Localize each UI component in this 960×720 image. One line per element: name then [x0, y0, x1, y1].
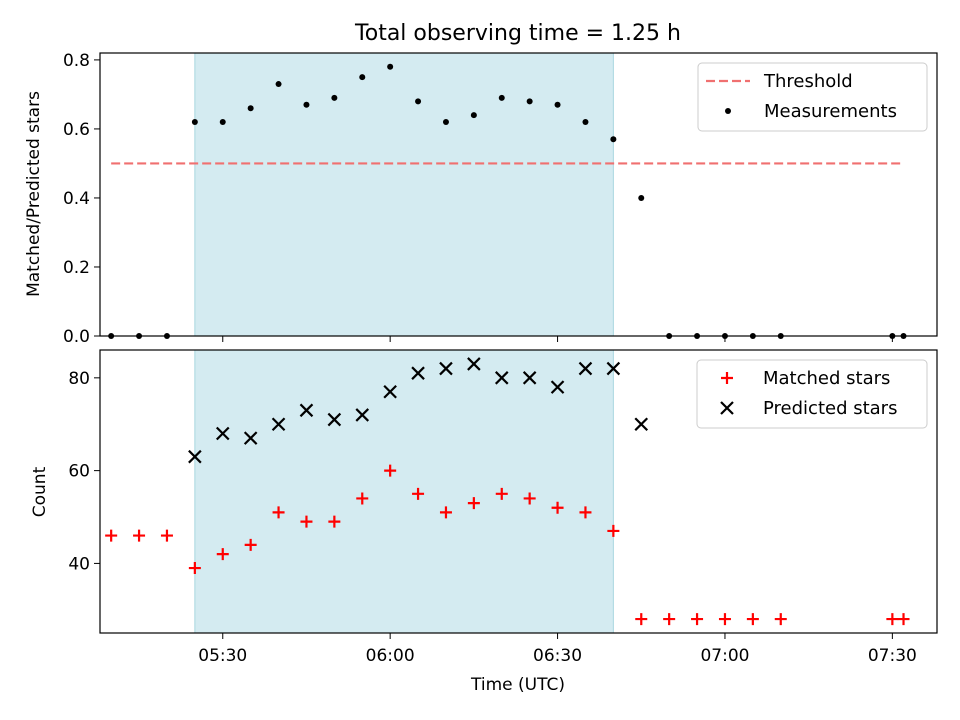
legend-label: Measurements: [764, 101, 897, 122]
predicted-star-point: [439, 361, 453, 376]
matched-star-point: [133, 529, 146, 542]
legend-box: [697, 62, 928, 132]
matched-star-point: [328, 515, 341, 528]
y-tick-label: 60: [68, 462, 90, 482]
top-panel: 0.0 0.2 0.4 0.6 0.8 Threshold Measurements: [63, 51, 938, 347]
matched-star-point: [412, 487, 425, 500]
matched-star-point: [272, 506, 285, 519]
legend-handle: [720, 401, 734, 415]
top-plot-frame: [99, 52, 938, 337]
x-axis-label: Time (UTC): [470, 675, 565, 695]
observing-interval-shade: [194, 52, 614, 337]
predicted-star-point: [578, 361, 593, 376]
matched-star-point: [523, 492, 536, 505]
measurement-point: [415, 98, 422, 105]
legend-box: [696, 359, 928, 429]
matched-star-point: [244, 538, 257, 551]
matched-star-point: [718, 613, 731, 626]
matched-star-point: [897, 613, 910, 626]
predicted-star-point: [215, 426, 230, 441]
measurement-point: [498, 94, 505, 101]
observing-interval-shade: [194, 349, 614, 634]
measurement-point: [275, 81, 282, 88]
y-tick-label: 40: [68, 554, 90, 574]
matched-star-point: [439, 506, 452, 519]
measurement-point: [582, 119, 589, 126]
predicted-star-point: [494, 371, 509, 385]
chart-title: Total observing time = 1.25 h: [354, 21, 681, 46]
measurement-point: [470, 112, 477, 119]
matched-star-point: [886, 613, 899, 626]
predicted-star-point: [188, 449, 202, 464]
predicted-star-point: [271, 417, 286, 432]
measurement-point: [359, 74, 366, 81]
measurement-point: [191, 119, 198, 126]
matched-star-point: [467, 497, 480, 510]
x-tick-label: 07:30: [868, 646, 917, 666]
measurement-point: [526, 98, 533, 105]
predicted-star-point: [383, 384, 397, 399]
x-tick-label: 06:00: [366, 646, 415, 666]
predicted-star-point: [243, 431, 258, 445]
legend-handle: [721, 372, 733, 384]
matched-star-point: [607, 524, 620, 537]
measurement-point: [303, 101, 310, 108]
y-tick-label: 0.4: [63, 189, 90, 209]
measurement-point: [387, 63, 394, 70]
predicted-star-point: [550, 380, 565, 394]
matched-star-point: [384, 464, 397, 477]
matched-star-point: [105, 529, 118, 542]
matched-star-point: [691, 613, 704, 626]
x-tick-label: 07:00: [700, 646, 749, 666]
x-tick-label: 05:30: [198, 646, 247, 666]
matched-star-point: [160, 529, 173, 542]
top-y-axis-label: Matched/Predicted stars: [24, 91, 44, 297]
predicted-star-point: [606, 361, 621, 376]
bottom-y-axis-label: Count: [30, 466, 50, 517]
matched-star-point: [774, 613, 787, 626]
predicted-star-point: [411, 366, 425, 380]
measurement-point: [219, 119, 226, 126]
matched-star-point: [635, 613, 648, 626]
matched-star-point: [216, 548, 229, 561]
predicted-star-point: [522, 371, 537, 385]
matched-star-point: [579, 506, 592, 519]
x-tick-label: 06:30: [533, 646, 582, 666]
measurement-point: [554, 101, 561, 108]
legend-label: Matched stars: [763, 368, 890, 389]
matched-star-point: [663, 613, 676, 626]
predicted-star-point: [299, 403, 314, 418]
measurement-point: [247, 105, 254, 112]
matched-star-point: [495, 487, 508, 500]
measurement-point: [610, 136, 617, 143]
bottom-panel: 40 60 80 05:30 06:00 06:30 07:00 07:30 Matched s…: [68, 349, 938, 666]
matched-star-point: [551, 501, 564, 514]
matched-star-point: [188, 562, 201, 575]
predicted-star-point: [327, 412, 342, 427]
y-tick-label: 0.6: [63, 120, 90, 140]
legend-label: Threshold: [763, 71, 853, 92]
y-tick-label: 0.2: [63, 258, 90, 278]
measurement-point: [442, 119, 449, 126]
legend-handle: [725, 108, 731, 114]
y-tick-label: 0.0: [63, 327, 90, 347]
y-tick-label: 80: [68, 369, 90, 389]
matched-star-point: [746, 613, 759, 626]
matched-star-point: [356, 492, 369, 505]
predicted-star-point: [467, 357, 481, 371]
measurement-point: [331, 94, 338, 101]
matched-star-point: [300, 515, 313, 528]
legend-label: Predicted stars: [763, 398, 897, 419]
bottom-plot-frame: [99, 349, 938, 634]
predicted-star-point: [634, 417, 649, 432]
y-tick-label: 0.8: [63, 51, 90, 71]
measurement-point: [638, 194, 645, 201]
predicted-star-point: [355, 408, 370, 422]
